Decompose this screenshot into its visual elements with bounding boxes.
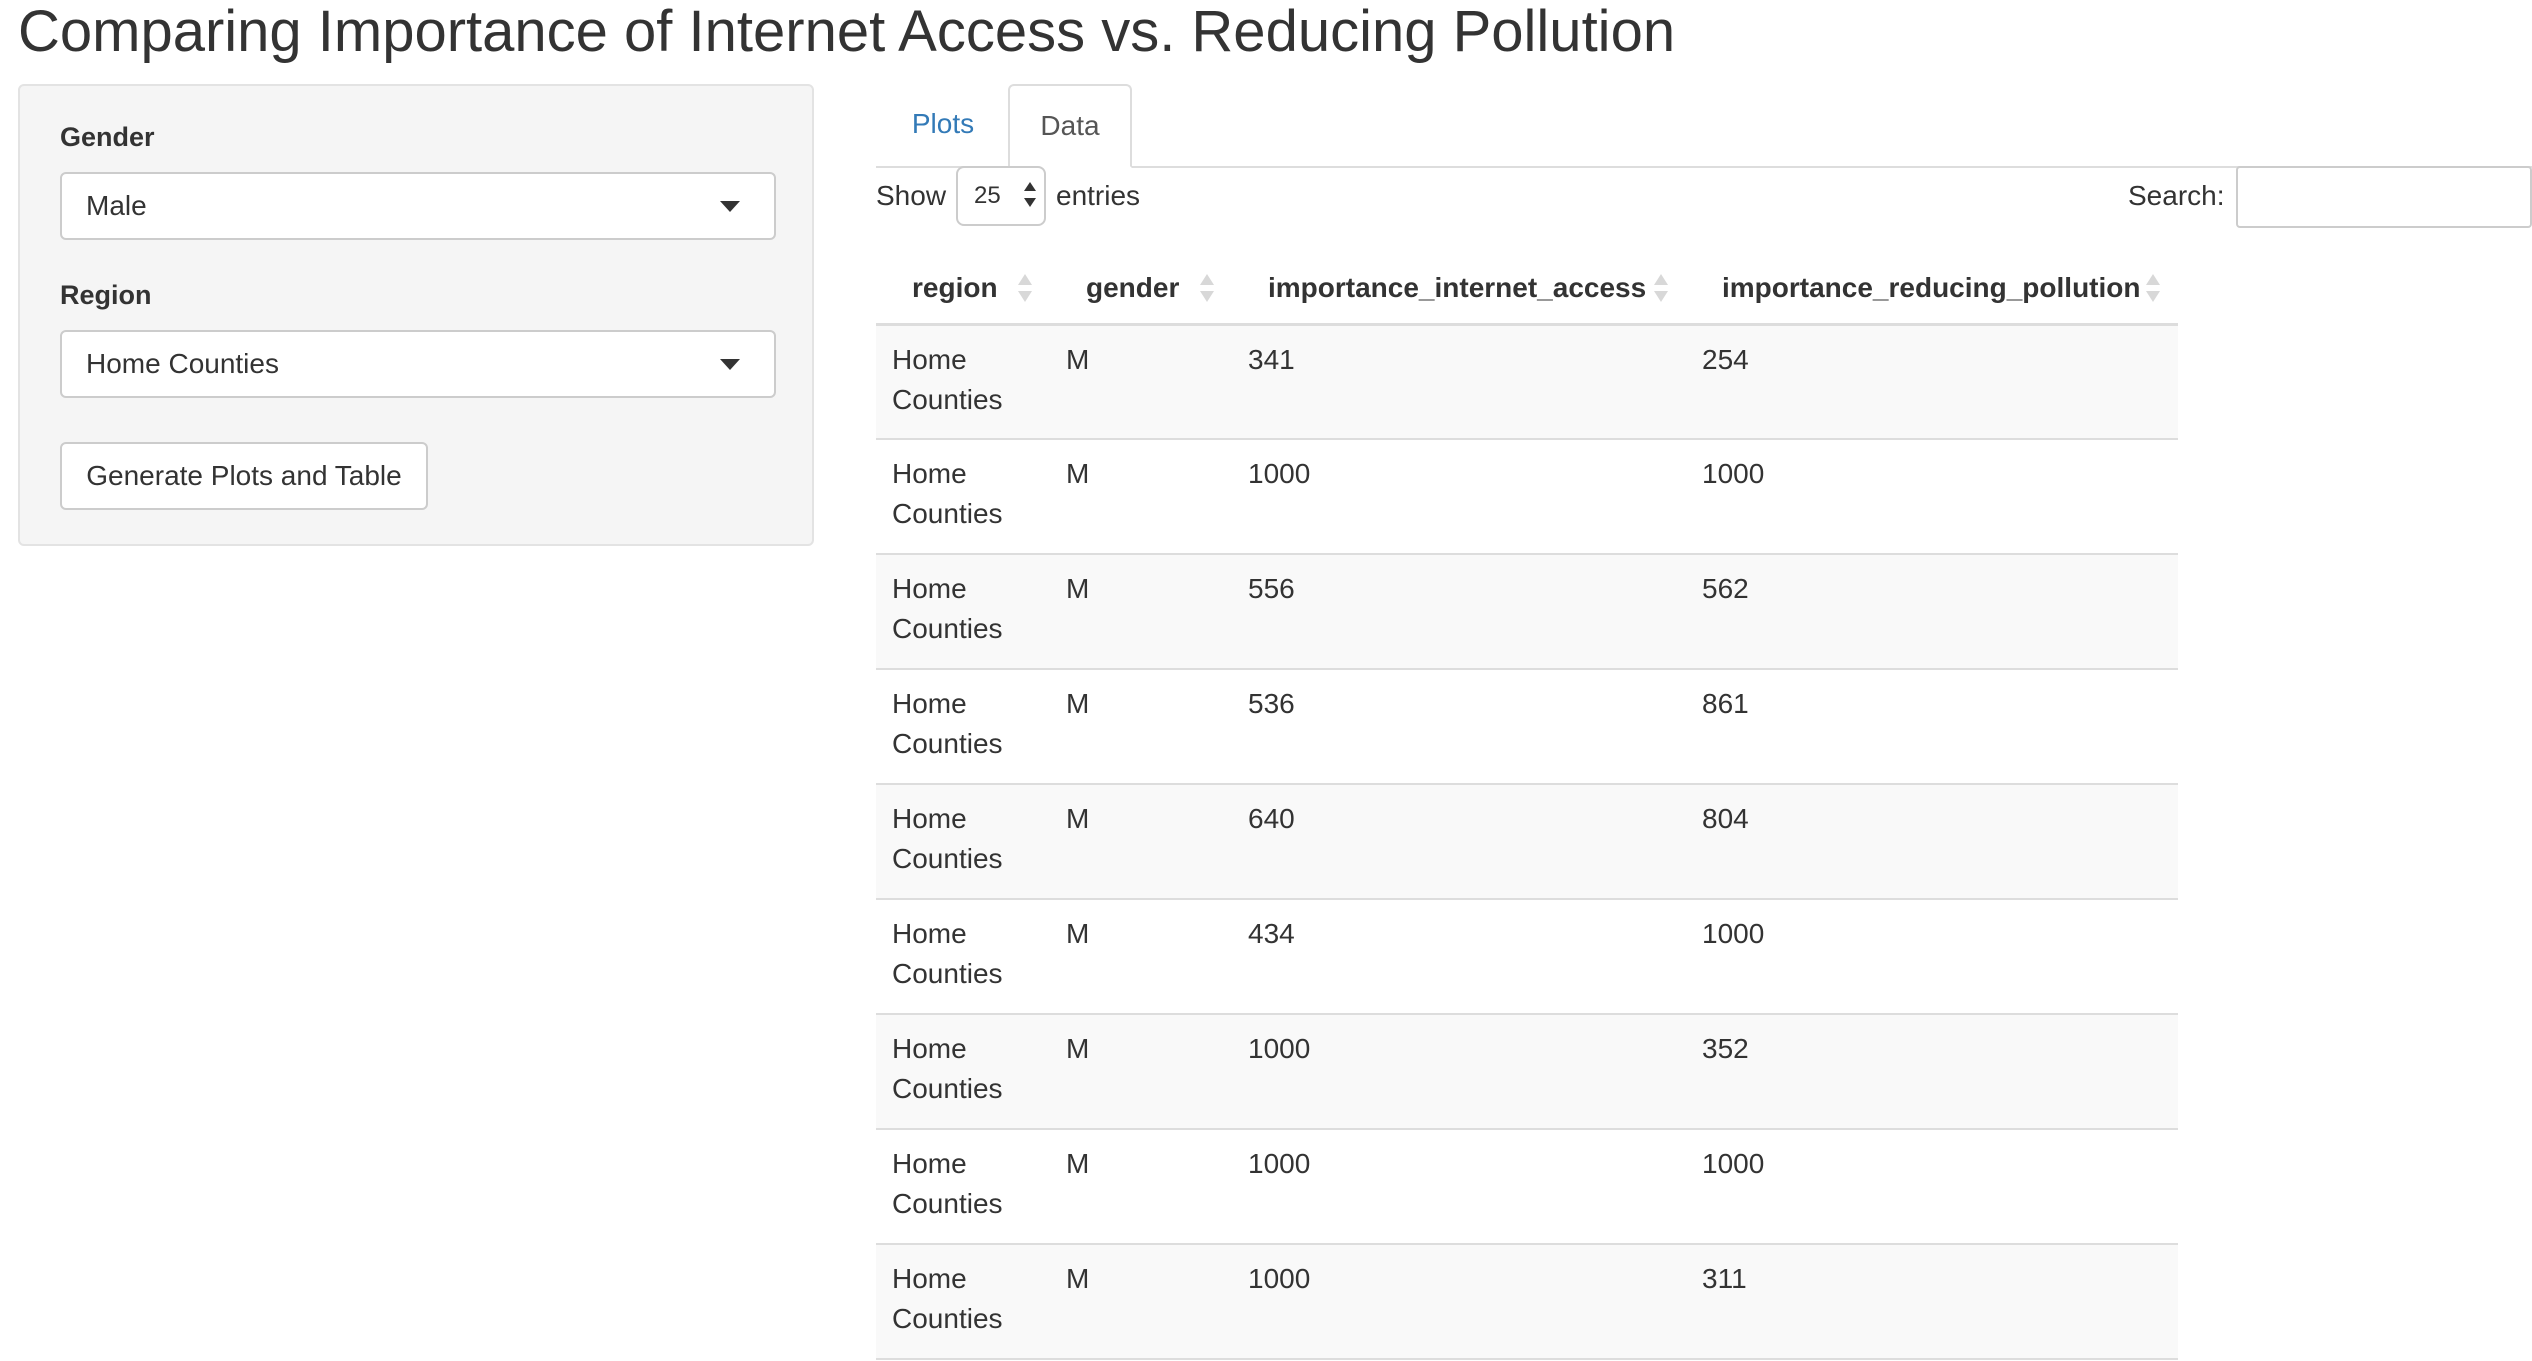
sidebar-panel: Gender Male Region Home Counties Generat… <box>18 84 814 546</box>
column-header-label: importance_reducing_pollution <box>1722 272 2141 304</box>
column-header-label: gender <box>1086 272 1180 304</box>
cell-gender: M <box>1050 1244 1232 1360</box>
table-row: Home Counties M 1000 1000 <box>876 1129 2178 1245</box>
cell-importance-reducing-pollution: 1000 <box>1686 1129 2178 1245</box>
data-table-wrapper: region gender importance_internet_access… <box>876 254 2178 1360</box>
column-header-gender[interactable]: gender <box>1050 254 1232 326</box>
cell-region: Home Counties <box>876 324 1050 440</box>
cell-region: Home Counties <box>876 439 1050 555</box>
cell-importance-reducing-pollution: 311 <box>1686 1244 2178 1360</box>
cell-importance-internet-access: 640 <box>1232 784 1686 900</box>
table-row: Home Counties M 556 562 <box>876 554 2178 670</box>
chevron-down-icon <box>720 201 740 212</box>
cell-importance-internet-access: 1000 <box>1232 1244 1686 1360</box>
page-title: Comparing Importance of Internet Access … <box>18 0 1676 64</box>
cell-gender: M <box>1050 554 1232 670</box>
cell-gender: M <box>1050 784 1232 900</box>
region-select[interactable]: Home Counties <box>60 330 776 398</box>
column-header-importance-internet-access[interactable]: importance_internet_access <box>1232 254 1686 326</box>
gender-select-value: Male <box>86 190 147 221</box>
cell-region: Home Counties <box>876 1014 1050 1130</box>
cell-importance-reducing-pollution: 1000 <box>1686 439 2178 555</box>
data-table: region gender importance_internet_access… <box>876 254 2178 1360</box>
column-header-label: region <box>912 272 998 304</box>
table-row: Home Counties M 434 1000 <box>876 899 2178 1015</box>
sort-both-icon <box>1018 274 1032 304</box>
search-label: Search: <box>2128 180 2225 211</box>
tab-data[interactable]: Data <box>1008 84 1132 168</box>
cell-importance-internet-access: 536 <box>1232 669 1686 785</box>
tab-bar: Plots Data <box>876 84 2532 168</box>
cell-region: Home Counties <box>876 669 1050 785</box>
region-label: Region <box>60 280 152 310</box>
column-header-region[interactable]: region <box>876 254 1050 326</box>
tab-plots[interactable]: Plots <box>911 108 975 139</box>
cell-region: Home Counties <box>876 1129 1050 1245</box>
tab-bar-divider <box>876 166 2532 168</box>
cell-gender: M <box>1050 439 1232 555</box>
chevron-down-icon <box>720 359 740 370</box>
table-row: Home Counties M 341 254 <box>876 324 2178 440</box>
gender-select[interactable]: Male <box>60 172 776 240</box>
table-row: Home Counties M 1000 352 <box>876 1014 2178 1130</box>
sort-both-icon <box>1654 274 1668 304</box>
gender-label: Gender <box>60 122 155 152</box>
cell-importance-reducing-pollution: 861 <box>1686 669 2178 785</box>
cell-gender: M <box>1050 324 1232 440</box>
cell-region: Home Counties <box>876 1244 1050 1360</box>
entries-select-value: 25 <box>974 182 1001 209</box>
entries-select[interactable]: 25 <box>956 166 1046 226</box>
cell-importance-reducing-pollution: 254 <box>1686 324 2178 440</box>
sort-both-icon <box>1200 274 1214 304</box>
cell-importance-reducing-pollution: 352 <box>1686 1014 2178 1130</box>
generate-plots-button[interactable]: Generate Plots and Table <box>60 442 428 510</box>
column-header-label: importance_internet_access <box>1268 272 1647 304</box>
cell-gender: M <box>1050 669 1232 785</box>
table-header-row: region gender importance_internet_access… <box>876 254 2178 326</box>
search-input[interactable] <box>2236 166 2532 228</box>
cell-importance-internet-access: 434 <box>1232 899 1686 1015</box>
cell-gender: M <box>1050 1129 1232 1245</box>
cell-region: Home Counties <box>876 899 1050 1015</box>
cell-importance-internet-access: 1000 <box>1232 439 1686 555</box>
entries-label: entries <box>1056 180 1141 211</box>
cell-gender: M <box>1050 1014 1232 1130</box>
table-row: Home Counties M 1000 1000 <box>876 439 2178 555</box>
column-header-importance-reducing-pollution[interactable]: importance_reducing_pollution <box>1686 254 2178 326</box>
cell-importance-internet-access: 341 <box>1232 324 1686 440</box>
show-label: Show <box>876 180 947 211</box>
cell-importance-reducing-pollution: 804 <box>1686 784 2178 900</box>
table-row: Home Counties M 1000 311 <box>876 1244 2178 1360</box>
table-row: Home Counties M 640 804 <box>876 784 2178 900</box>
updown-stepper-icon <box>1024 182 1036 210</box>
cell-importance-reducing-pollution: 562 <box>1686 554 2178 670</box>
sort-both-icon <box>2146 274 2160 304</box>
cell-region: Home Counties <box>876 784 1050 900</box>
cell-importance-internet-access: 1000 <box>1232 1129 1686 1245</box>
table-row: Home Counties M 536 861 <box>876 669 2178 785</box>
cell-region: Home Counties <box>876 554 1050 670</box>
cell-importance-reducing-pollution: 1000 <box>1686 899 2178 1015</box>
cell-importance-internet-access: 556 <box>1232 554 1686 670</box>
cell-importance-internet-access: 1000 <box>1232 1014 1686 1130</box>
cell-gender: M <box>1050 899 1232 1015</box>
region-select-value: Home Counties <box>86 348 279 379</box>
